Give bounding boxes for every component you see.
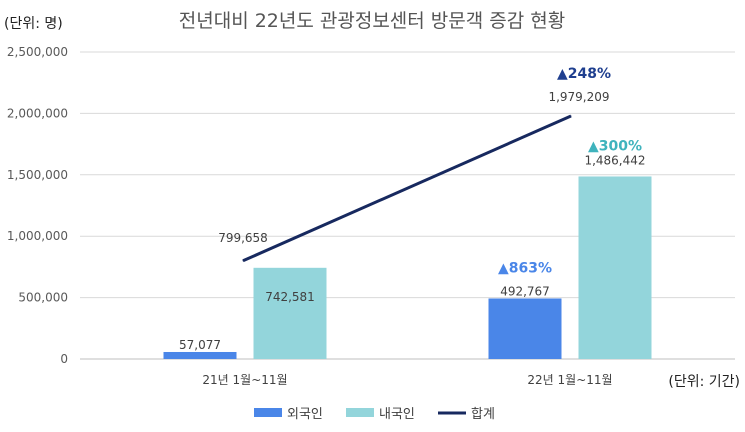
x-tick-label: 21년 1월~11월 (202, 373, 287, 387)
legend-label: 외국인 (287, 407, 323, 422)
change-label: ▲300% (588, 138, 642, 154)
chart-title: 전년대비 22년도 관광정보센터 방문객 증감 현황 (179, 10, 566, 32)
y-unit-label: (단위: 명) (4, 16, 63, 32)
y-tick-label: 500,000 (18, 291, 68, 305)
x-unit-label: (단위: 기간) (668, 374, 740, 390)
bar-foreign (163, 351, 237, 359)
line-point (242, 260, 244, 262)
y-tick-label: 2,000,000 (7, 106, 68, 120)
data-label: 1,486,442 (584, 153, 645, 167)
legend-swatch (346, 408, 374, 417)
y-tick-label: 1,000,000 (7, 229, 68, 243)
data-label: 1,979,209 (548, 90, 609, 104)
data-label: 492,767 (500, 284, 550, 298)
y-tick-label: 1,500,000 (7, 168, 68, 182)
data-label: 799,658 (218, 231, 268, 245)
legend-label: 합계 (471, 407, 495, 422)
y-tick-label: 2,500,000 (7, 45, 68, 59)
total-line (242, 114, 572, 263)
line-point (570, 115, 572, 117)
y-tick-label: 0 (60, 352, 68, 366)
bar-domestic (253, 267, 327, 359)
data-label: 57,077 (179, 338, 221, 352)
legend-swatch (254, 408, 282, 417)
data-label: 742,581 (265, 290, 315, 304)
x-tick-label: 22년 1월~11월 (527, 373, 612, 387)
change-label: ▲863% (498, 260, 552, 276)
change-label: ▲248% (557, 66, 611, 82)
bar-foreign (488, 298, 562, 359)
bar-domestic (578, 176, 652, 359)
legend-label: 내국인 (379, 407, 415, 422)
